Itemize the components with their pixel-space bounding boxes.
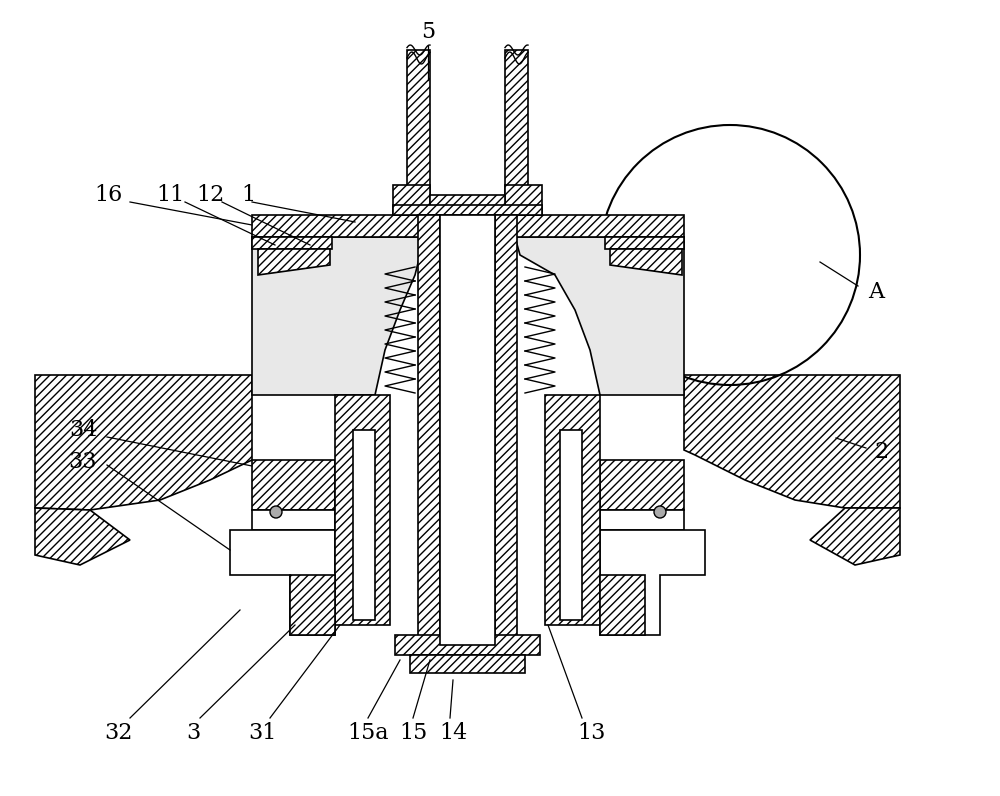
Text: 15: 15 <box>399 722 427 744</box>
Bar <box>252 237 332 249</box>
Bar <box>252 215 684 237</box>
Bar <box>560 430 582 620</box>
Text: 3: 3 <box>186 722 200 744</box>
Bar <box>395 635 540 655</box>
Text: 5: 5 <box>421 21 435 43</box>
Bar <box>407 50 430 215</box>
Bar <box>505 50 528 215</box>
Polygon shape <box>810 508 900 565</box>
Bar <box>393 185 430 215</box>
Text: 13: 13 <box>578 722 606 744</box>
Polygon shape <box>610 249 682 275</box>
Bar <box>605 237 684 249</box>
Bar <box>410 655 525 673</box>
Polygon shape <box>684 375 900 508</box>
Bar <box>430 195 505 207</box>
Polygon shape <box>252 237 420 395</box>
Bar <box>335 395 390 625</box>
Text: 16: 16 <box>94 184 122 206</box>
Bar <box>600 575 645 635</box>
Bar <box>353 430 375 620</box>
Text: 32: 32 <box>104 722 132 744</box>
Text: A: A <box>868 281 884 303</box>
Bar <box>393 205 542 215</box>
Bar <box>545 395 600 625</box>
Text: 34: 34 <box>69 419 97 441</box>
Bar <box>505 185 542 215</box>
Polygon shape <box>515 237 684 395</box>
Text: 1: 1 <box>241 184 255 206</box>
Polygon shape <box>252 460 335 510</box>
Bar <box>290 575 335 635</box>
Text: 11: 11 <box>156 184 184 206</box>
Text: 14: 14 <box>439 722 467 744</box>
Text: 31: 31 <box>248 722 276 744</box>
Polygon shape <box>35 375 252 510</box>
Text: 2: 2 <box>875 441 889 463</box>
Polygon shape <box>600 510 684 530</box>
Polygon shape <box>600 460 684 510</box>
Bar <box>418 215 440 645</box>
Polygon shape <box>230 530 335 635</box>
Polygon shape <box>252 510 335 530</box>
Bar <box>495 215 517 645</box>
Polygon shape <box>258 249 330 275</box>
Polygon shape <box>600 530 705 635</box>
Bar <box>440 215 495 645</box>
Polygon shape <box>35 508 130 565</box>
Circle shape <box>270 506 282 518</box>
Circle shape <box>654 506 666 518</box>
Text: 12: 12 <box>196 184 224 206</box>
Text: 15a: 15a <box>347 722 389 744</box>
Text: 33: 33 <box>69 451 97 473</box>
